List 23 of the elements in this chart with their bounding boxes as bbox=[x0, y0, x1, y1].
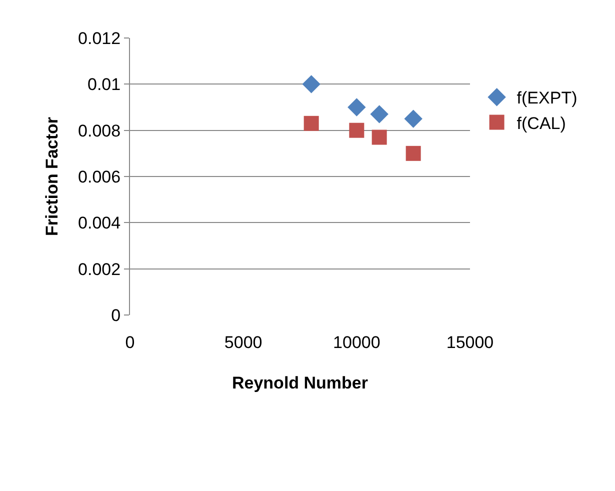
point bbox=[348, 98, 366, 116]
y-tick-label: 0.006 bbox=[78, 167, 121, 186]
point bbox=[302, 75, 320, 94]
x-tick-label: 5000 bbox=[224, 333, 262, 352]
y-tick-label: 0.002 bbox=[78, 260, 121, 279]
y-tick-label: 0.012 bbox=[78, 28, 121, 48]
x-tick-label: 0 bbox=[125, 333, 135, 352]
x-axis-title: Reynold Number bbox=[232, 373, 368, 392]
point bbox=[406, 146, 421, 161]
y-axis-title: Friction Factor bbox=[42, 116, 62, 236]
legend-label: f(CAL) bbox=[516, 114, 566, 133]
x-tick-label: 10000 bbox=[333, 333, 380, 352]
point bbox=[349, 122, 364, 138]
y-tick-label: 0 bbox=[111, 306, 121, 325]
x-tick-label: 15000 bbox=[446, 333, 494, 352]
y-tick-label: 0.01 bbox=[88, 75, 121, 94]
point bbox=[372, 130, 387, 145]
legend-label: f(EXPT) bbox=[516, 88, 578, 108]
point bbox=[304, 116, 319, 131]
point bbox=[404, 110, 422, 128]
y-tick-label: 0.008 bbox=[78, 121, 121, 140]
y-tick-label: 0.004 bbox=[78, 214, 121, 233]
point bbox=[370, 105, 388, 124]
